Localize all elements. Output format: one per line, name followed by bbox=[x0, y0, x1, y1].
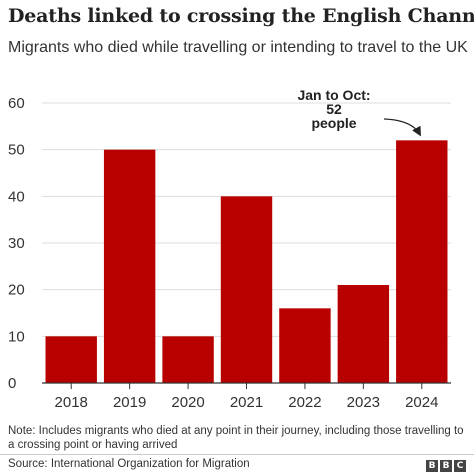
x-tick-label: 2021 bbox=[230, 394, 263, 411]
x-tick-label: 2020 bbox=[171, 394, 204, 411]
y-tick-label: 20 bbox=[8, 282, 25, 299]
bbc-logo-letter: C bbox=[454, 460, 466, 472]
annotation-text: Jan to Oct: bbox=[297, 87, 370, 103]
annotation-text: 52 bbox=[326, 101, 342, 117]
bbc-logo-letter: B bbox=[440, 460, 452, 472]
chart-source: Source: International Organization for M… bbox=[8, 458, 250, 470]
x-tick-label: 2018 bbox=[55, 394, 88, 411]
chart-title: Deaths linked to crossing the English Ch… bbox=[8, 5, 474, 27]
x-tick-label: 2022 bbox=[288, 394, 321, 411]
bbc-logo: B B C bbox=[426, 460, 466, 472]
footer-divider bbox=[0, 454, 474, 455]
chart-subtitle: Migrants who died while travelling or in… bbox=[8, 39, 468, 56]
y-tick-label: 50 bbox=[8, 142, 25, 159]
bar-2021 bbox=[220, 196, 273, 383]
annotation-arrow bbox=[383, 118, 421, 137]
bar-2018 bbox=[45, 336, 97, 383]
bbc-logo-letter: B bbox=[426, 460, 438, 472]
x-tick-label: 2019 bbox=[113, 394, 146, 411]
y-tick-label: 40 bbox=[8, 188, 25, 205]
annotation-text: people bbox=[311, 115, 356, 131]
bar-2019 bbox=[103, 149, 156, 383]
y-tick-label: 10 bbox=[8, 328, 25, 345]
x-tick-label: 2024 bbox=[405, 394, 438, 411]
chart-note: Note: Includes migrants who died at any … bbox=[8, 425, 464, 451]
y-tick-label: 30 bbox=[8, 235, 25, 252]
y-tick-label: 60 bbox=[8, 95, 25, 112]
bar-2022 bbox=[279, 308, 331, 383]
x-tick-label: 2023 bbox=[347, 394, 380, 411]
bar-2023 bbox=[337, 285, 390, 383]
bar-2020 bbox=[162, 336, 214, 383]
y-tick-label: 0 bbox=[8, 375, 16, 392]
bar-2024 bbox=[396, 140, 448, 383]
